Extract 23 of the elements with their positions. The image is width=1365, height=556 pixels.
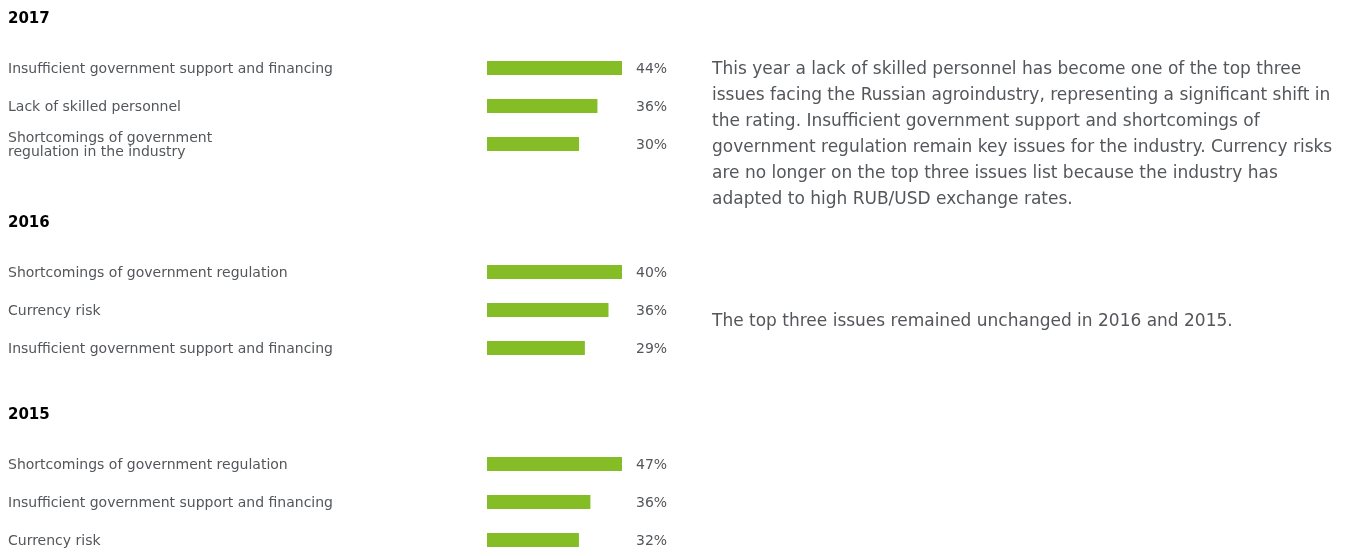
- data-label: 36%: [636, 494, 668, 510]
- text: 2016: [8, 213, 50, 231]
- data-label: 40%: [636, 264, 668, 280]
- data-label: 29%: [636, 340, 668, 356]
- y-tick-label: Insufficient government support and financing: [8, 494, 333, 510]
- y-tick-label: Currency risk: [8, 302, 102, 318]
- data-label: 44%: [636, 60, 668, 76]
- y-tick-label: Currency risk: [8, 532, 102, 548]
- text: The top three issues remained unchanged in 2016 and 2015.: [711, 310, 1233, 330]
- text: 2017: [8, 9, 50, 27]
- y-tick-label: Insufficient government support and financing: [8, 340, 333, 356]
- data-label: 30%: [636, 136, 668, 152]
- y-tick-label: Shortcomings of government regulation in the industry: [8, 129, 213, 159]
- y-tick-label: Shortcomings of government regulation: [8, 456, 288, 472]
- text: This year a lack of skilled personnel has become one of the top three issues facing the Russian agroindustry, representing a significant shift in the rating. Insufficient government support and shortcomings of government regulation remain key issues for the industry. Currency risks are no longer on the top three issues list because the industry has adapted to high RUB/USD exchange rates.: [711, 58, 1333, 208]
- y-tick-label: Shortcomings of government regulation: [8, 264, 288, 280]
- y-tick-label: Insufficient government support and financing: [8, 60, 333, 76]
- text: 2015: [8, 405, 50, 423]
- data-label: 36%: [636, 302, 668, 318]
- data-label: 32%: [636, 532, 668, 548]
- data-label: 47%: [636, 456, 668, 472]
- data-label: 36%: [636, 98, 668, 114]
- y-tick-label: Lack of skilled personnel: [8, 98, 181, 114]
